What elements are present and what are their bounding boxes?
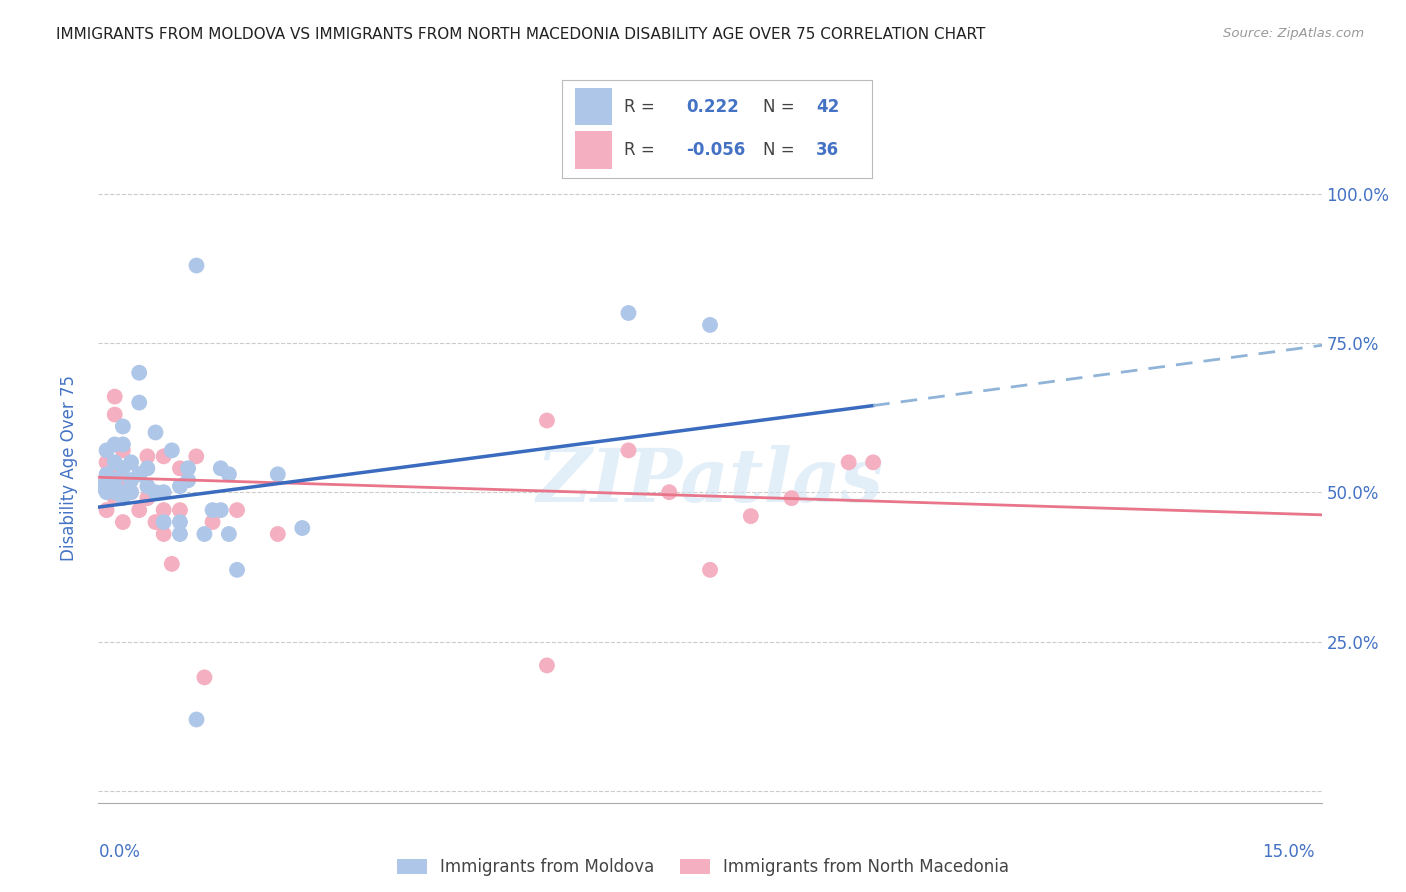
Point <box>104 455 127 469</box>
Point <box>104 485 127 500</box>
Bar <box>575 88 612 126</box>
Text: 15.0%: 15.0% <box>1263 843 1315 861</box>
Point <box>96 467 118 482</box>
Point <box>160 443 183 458</box>
Point <box>128 395 150 409</box>
Point <box>104 491 127 505</box>
Point <box>699 563 721 577</box>
Point <box>740 509 762 524</box>
Point <box>226 563 249 577</box>
Text: 0.0%: 0.0% <box>98 843 141 861</box>
Point <box>128 467 150 482</box>
Point <box>120 473 142 487</box>
Point <box>699 318 721 332</box>
Point <box>152 503 174 517</box>
Point <box>838 455 860 469</box>
Point <box>111 491 134 505</box>
Point <box>91 479 114 493</box>
Point <box>145 485 167 500</box>
Point <box>201 503 224 517</box>
Point <box>128 366 150 380</box>
Text: R =: R = <box>624 141 655 159</box>
Point <box>186 258 208 272</box>
Point <box>186 450 208 464</box>
Point <box>267 467 290 482</box>
Point <box>111 443 134 458</box>
Point <box>209 503 232 517</box>
Text: N =: N = <box>763 98 794 116</box>
Point <box>152 527 174 541</box>
Point <box>152 450 174 464</box>
Point <box>617 443 640 458</box>
Text: 0.222: 0.222 <box>686 98 740 116</box>
Point <box>96 455 118 469</box>
Point <box>169 479 191 493</box>
Point <box>267 527 290 541</box>
Point <box>111 461 134 475</box>
Y-axis label: Disability Age Over 75: Disability Age Over 75 <box>59 376 77 561</box>
Point <box>658 485 681 500</box>
Point <box>169 461 191 475</box>
Point <box>128 467 150 482</box>
Point <box>218 527 240 541</box>
Text: IMMIGRANTS FROM MOLDOVA VS IMMIGRANTS FROM NORTH MACEDONIA DISABILITY AGE OVER 7: IMMIGRANTS FROM MOLDOVA VS IMMIGRANTS FR… <box>56 27 986 42</box>
Point <box>96 485 118 500</box>
Point <box>120 485 142 500</box>
Point <box>780 491 803 505</box>
Bar <box>575 131 612 169</box>
Point <box>104 473 127 487</box>
Point <box>128 503 150 517</box>
Text: 42: 42 <box>815 98 839 116</box>
Text: R =: R = <box>624 98 655 116</box>
Point <box>226 503 249 517</box>
Legend: Immigrants from Moldova, Immigrants from North Macedonia: Immigrants from Moldova, Immigrants from… <box>391 852 1015 883</box>
Point <box>291 521 314 535</box>
Point <box>617 306 640 320</box>
Point <box>96 503 118 517</box>
Point <box>120 485 142 500</box>
Point <box>536 413 558 427</box>
Point <box>91 479 114 493</box>
Text: 36: 36 <box>815 141 839 159</box>
Point <box>136 479 159 493</box>
Point <box>136 491 159 505</box>
Point <box>193 670 215 684</box>
Point <box>111 437 134 451</box>
Point <box>152 485 174 500</box>
Point <box>111 485 134 500</box>
Point <box>177 473 200 487</box>
Point <box>160 557 183 571</box>
Point <box>193 527 215 541</box>
Point <box>136 450 159 464</box>
Point <box>169 515 191 529</box>
Point <box>96 443 118 458</box>
Text: N =: N = <box>763 141 794 159</box>
Point <box>152 515 174 529</box>
Point <box>104 390 127 404</box>
Point <box>862 455 884 469</box>
Point <box>177 461 200 475</box>
Point <box>104 467 127 482</box>
Point <box>111 515 134 529</box>
Text: -0.056: -0.056 <box>686 141 745 159</box>
Point <box>209 461 232 475</box>
Text: Source: ZipAtlas.com: Source: ZipAtlas.com <box>1223 27 1364 40</box>
Point <box>145 515 167 529</box>
Point <box>218 467 240 482</box>
Point <box>201 515 224 529</box>
Point <box>169 503 191 517</box>
Point <box>120 455 142 469</box>
Point <box>111 473 134 487</box>
Point <box>111 419 134 434</box>
Point <box>169 527 191 541</box>
Point <box>104 408 127 422</box>
Point <box>145 425 167 440</box>
Point <box>136 461 159 475</box>
Point <box>104 437 127 451</box>
Point <box>186 712 208 726</box>
Text: ZIPatlas: ZIPatlas <box>537 445 883 518</box>
Point <box>536 658 558 673</box>
